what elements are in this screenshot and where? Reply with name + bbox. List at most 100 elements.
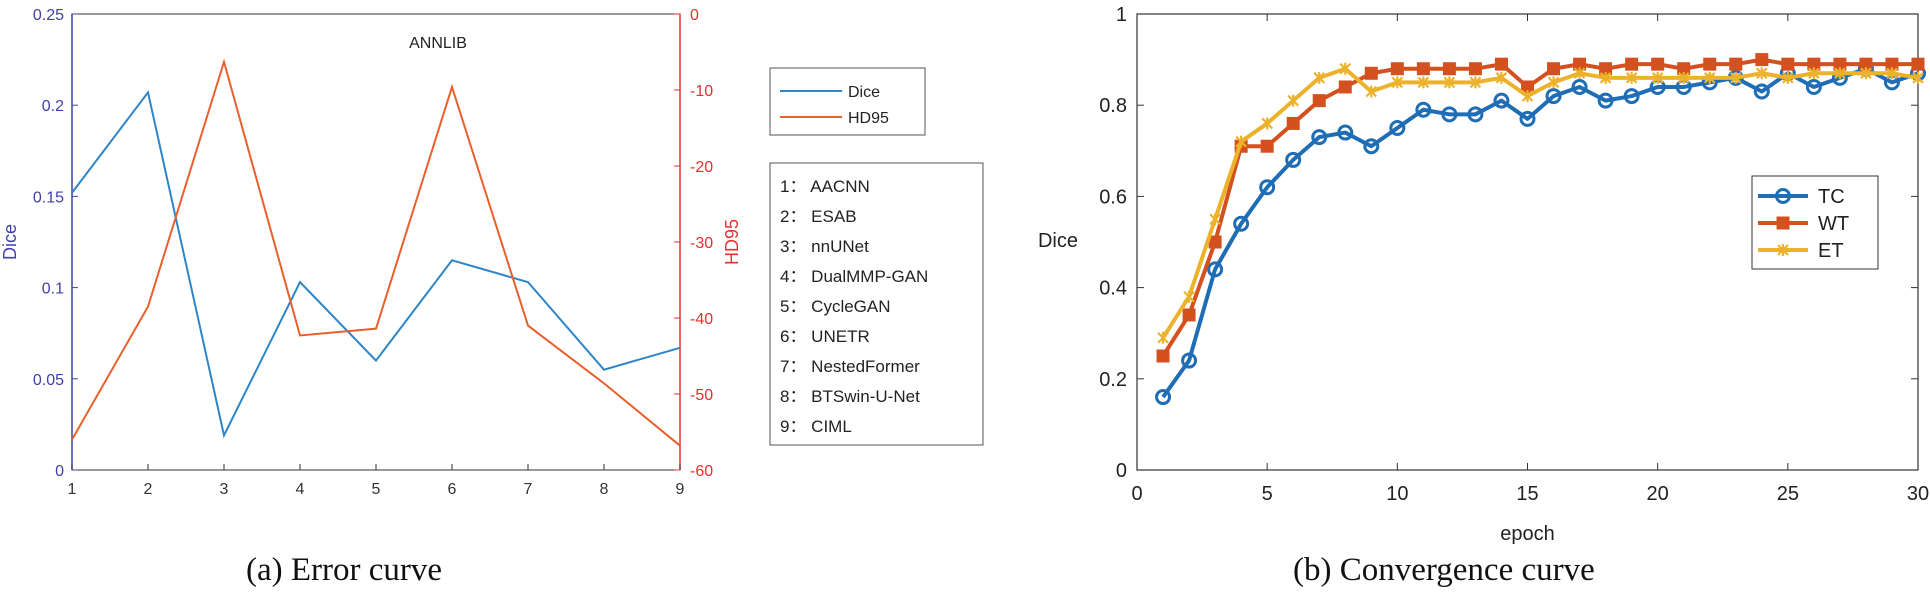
data-point-tc — [1233, 215, 1250, 232]
data-point-tc — [1597, 92, 1614, 109]
legend-a: Dice HD95 — [769, 67, 926, 136]
x-tick-label-b: 30 — [1907, 483, 1929, 505]
data-point-wt — [1468, 62, 1482, 76]
method-list-item: 1： AACNN — [780, 177, 870, 196]
y-left-tick-label: 0.25 — [33, 7, 64, 24]
method-list-item: 8： BTSwin-U-Net — [780, 387, 920, 406]
data-point-wt — [1547, 62, 1561, 76]
data-point-tc — [1181, 352, 1198, 369]
method-list-item: 3： nnUNet — [780, 237, 869, 256]
legend-b-label-tc: TC — [1818, 186, 1845, 208]
method-list-box — [769, 162, 984, 446]
data-point-et — [1756, 67, 1768, 80]
y-tick-label-b: 0.8 — [1099, 95, 1127, 117]
data-point-tc — [1493, 92, 1510, 109]
method-list-item: 5： CycleGAN — [780, 297, 891, 316]
y-right-tick-label: -40 — [690, 311, 713, 328]
x-tick-label-b: 10 — [1386, 483, 1408, 505]
data-point-tc — [1623, 88, 1640, 105]
data-point-tc — [1389, 120, 1406, 136]
y-tick-label-b: 0 — [1116, 460, 1127, 482]
data-point-tc — [1337, 124, 1354, 141]
x-tick-label-a: 8 — [600, 481, 609, 498]
chart-title-a: ANNLIB — [409, 35, 467, 52]
legend-a-box — [769, 67, 926, 136]
data-point-et — [1157, 331, 1169, 344]
method-list-item: 4： DualMMP-GAN — [780, 267, 928, 286]
legend-b-marker-et — [1777, 244, 1789, 256]
data-point-wt — [1651, 57, 1665, 71]
y-left-tick-label: 0.2 — [42, 98, 64, 115]
y-left-tick-label: 0.1 — [42, 281, 64, 298]
x-tick-label-a: 1 — [68, 481, 77, 498]
y-right-tick-label: 0 — [690, 7, 699, 24]
legend-b: TC WT ET — [1751, 175, 1879, 270]
series-line-hd95 — [71, 58, 681, 447]
legend-a-label-hd95: HD95 — [848, 110, 889, 127]
data-point-et — [1261, 117, 1273, 130]
data-point-et — [1782, 71, 1794, 84]
data-point-wt — [1703, 57, 1717, 71]
y-left-tick-label: 0 — [55, 463, 64, 480]
data-point-tc — [1285, 151, 1302, 168]
y-right-tick-label: -20 — [690, 159, 713, 176]
data-point-et — [1677, 71, 1690, 84]
plot-frame-a — [71, 13, 681, 471]
data-point-tc — [1753, 83, 1770, 100]
method-list: 1： AACNN 2： ESAB 3： nnUNet 4： DualMMP-GAN 5：… — [769, 162, 984, 446]
data-point-et — [1391, 76, 1404, 89]
data-point-et — [1860, 67, 1872, 80]
data-point-tc — [1467, 106, 1484, 123]
y-tick-label-b: 0.6 — [1099, 186, 1127, 208]
data-point-et — [1703, 71, 1716, 84]
data-point-wt — [1156, 349, 1170, 363]
y-right-tick-label: -50 — [690, 387, 713, 404]
x-tick-label-b: 5 — [1262, 483, 1273, 505]
x-tick-label-b: 15 — [1516, 483, 1538, 505]
series-line-dice — [71, 90, 681, 439]
data-point-wt — [1781, 57, 1795, 71]
y-right-tick-label: -30 — [690, 235, 713, 252]
caption-error-curve: (a) Error curve — [246, 552, 443, 588]
series-et — [1157, 62, 1924, 344]
data-point-et — [1886, 67, 1898, 80]
y-left-tick-label: 0.05 — [33, 372, 64, 389]
error-curve-chart: 1 2 3 4 5 6 7 8 9 0 0.05 0.1 0.15 0.2 0.25 -60 -50 -40 -30… — [0, 7, 984, 498]
x-tick-label-a: 6 — [448, 481, 457, 498]
data-point-et — [1651, 71, 1664, 84]
data-point-wt — [1729, 57, 1743, 71]
data-point-wt — [1625, 57, 1639, 71]
data-point-et — [1625, 71, 1638, 84]
x-tick-label-b: 20 — [1647, 483, 1669, 505]
data-point-et — [1729, 71, 1742, 84]
data-point-et — [1287, 94, 1299, 107]
x-tick-label-a: 4 — [296, 481, 305, 498]
data-point-et — [1912, 71, 1924, 84]
y-tick-label-b: 0.4 — [1099, 278, 1127, 300]
y-left-axis-label: Dice — [0, 224, 20, 260]
data-point-et — [1235, 135, 1247, 148]
data-point-tc — [1311, 129, 1328, 146]
data-point-et — [1417, 76, 1430, 89]
data-point-tc — [1415, 101, 1432, 118]
data-point-wt — [1182, 308, 1196, 322]
method-list-item: 9： CIML — [780, 417, 852, 436]
data-point-et — [1469, 76, 1482, 89]
series-wt — [1156, 53, 1925, 363]
y-axis-label-b: Dice — [1038, 230, 1078, 252]
data-point-tc — [1571, 78, 1588, 95]
caption-convergence-curve: (b) Convergence curve — [1293, 552, 1595, 588]
data-point-tc — [1519, 110, 1536, 127]
data-point-wt — [1260, 139, 1274, 153]
x-tick-label-b: 0 — [1131, 483, 1142, 505]
data-point-et — [1521, 90, 1534, 103]
data-point-wt — [1911, 57, 1925, 71]
data-point-wt — [1286, 116, 1300, 130]
x-tick-label-a: 3 — [220, 481, 229, 498]
x-tick-label-a: 7 — [524, 481, 533, 498]
data-point-wt — [1338, 80, 1352, 94]
legend-b-marker-tc — [1775, 188, 1791, 204]
data-point-wt — [1364, 66, 1378, 80]
data-point-wt — [1390, 62, 1404, 76]
method-list-item: 2： ESAB — [780, 207, 857, 226]
